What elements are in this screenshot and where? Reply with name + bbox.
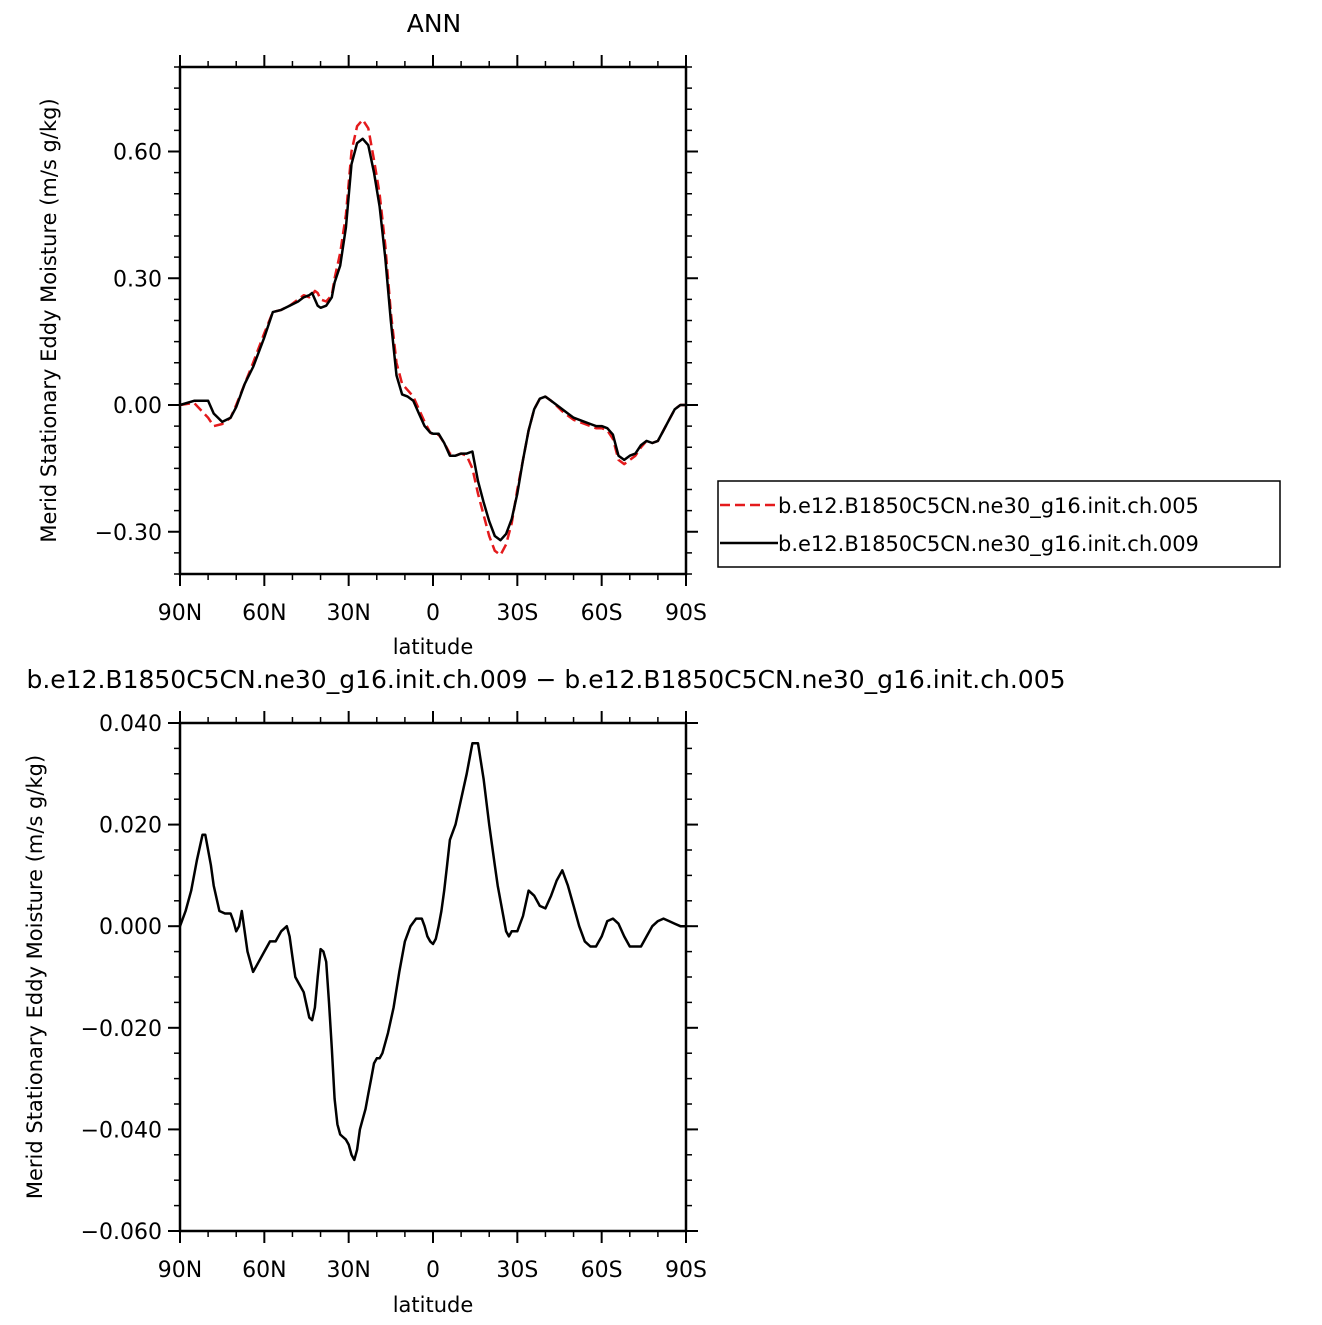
x-tick-label: 90N <box>158 601 202 626</box>
x-tick-label: 60S <box>581 601 623 626</box>
legend-box <box>717 480 1281 568</box>
y-tick-label: −0.060 <box>81 1220 162 1245</box>
y-tick-label: 0.60 <box>113 141 162 166</box>
legend: b.e12.B1850C5CN.ne30_g16.init.ch.005 b.e1… <box>717 480 1281 568</box>
y-axis-title: Merid Stationary Eddy Moisture (m/s g/kg… <box>23 755 47 1199</box>
y-tick-label: 0.000 <box>99 915 162 940</box>
legend-label-1: b.e12.B1850C5CN.ne30_g16.init.ch.005 <box>778 494 1199 519</box>
x-tick-label: 90N <box>158 1258 202 1283</box>
x-axis-title: latitude <box>393 635 474 659</box>
chart-title: b.e12.B1850C5CN.ne30_g16.init.ch.009 − b… <box>26 665 1065 694</box>
x-tick-label: 90S <box>665 1258 707 1283</box>
plot-frame <box>178 65 688 576</box>
x-tick-label: 90S <box>665 601 707 626</box>
y-tick-label: −0.020 <box>81 1017 162 1042</box>
legend-label-2: b.e12.B1850C5CN.ne30_g16.init.ch.009 <box>778 532 1199 557</box>
chart-panel-2: b.e12.B1850C5CN.ne30_g16.init.ch.009 − b… <box>23 665 1066 1317</box>
y-tick-label: 0.040 <box>99 712 162 737</box>
series-line-1 <box>178 742 686 1162</box>
y-tick-label: 0.020 <box>99 814 162 839</box>
x-tick-label: 0 <box>426 601 440 626</box>
x-tick-label: 30S <box>496 1258 538 1283</box>
series-line-2 <box>179 137 686 542</box>
x-tick-label: 30N <box>326 1258 370 1283</box>
y-tick-label: 0.00 <box>113 394 162 419</box>
x-tick-label: 30S <box>496 601 538 626</box>
y-tick-label: 0.30 <box>113 267 162 292</box>
x-tick-label: 60S <box>581 1258 623 1283</box>
chart-panel-1: ANN 90N 60N 30N 0 30S 60S 90S 0.60 0.30 0.00 −0.30 l… <box>37 9 707 659</box>
x-tick-label: 0 <box>426 1258 440 1283</box>
y-tick-label: −0.040 <box>81 1118 162 1143</box>
series-line-1 <box>179 118 686 557</box>
chart-title: ANN <box>407 9 462 38</box>
plot-frame <box>178 721 688 1233</box>
x-axis-title: latitude <box>393 1293 474 1317</box>
y-axis-title: Merid Stationary Eddy Moisture (m/s g/kg… <box>37 98 61 542</box>
x-tick-label: 60N <box>242 601 286 626</box>
y-tick-label: −0.30 <box>95 521 162 546</box>
x-tick-label: 30N <box>326 601 370 626</box>
x-tick-label: 60N <box>242 1258 286 1283</box>
